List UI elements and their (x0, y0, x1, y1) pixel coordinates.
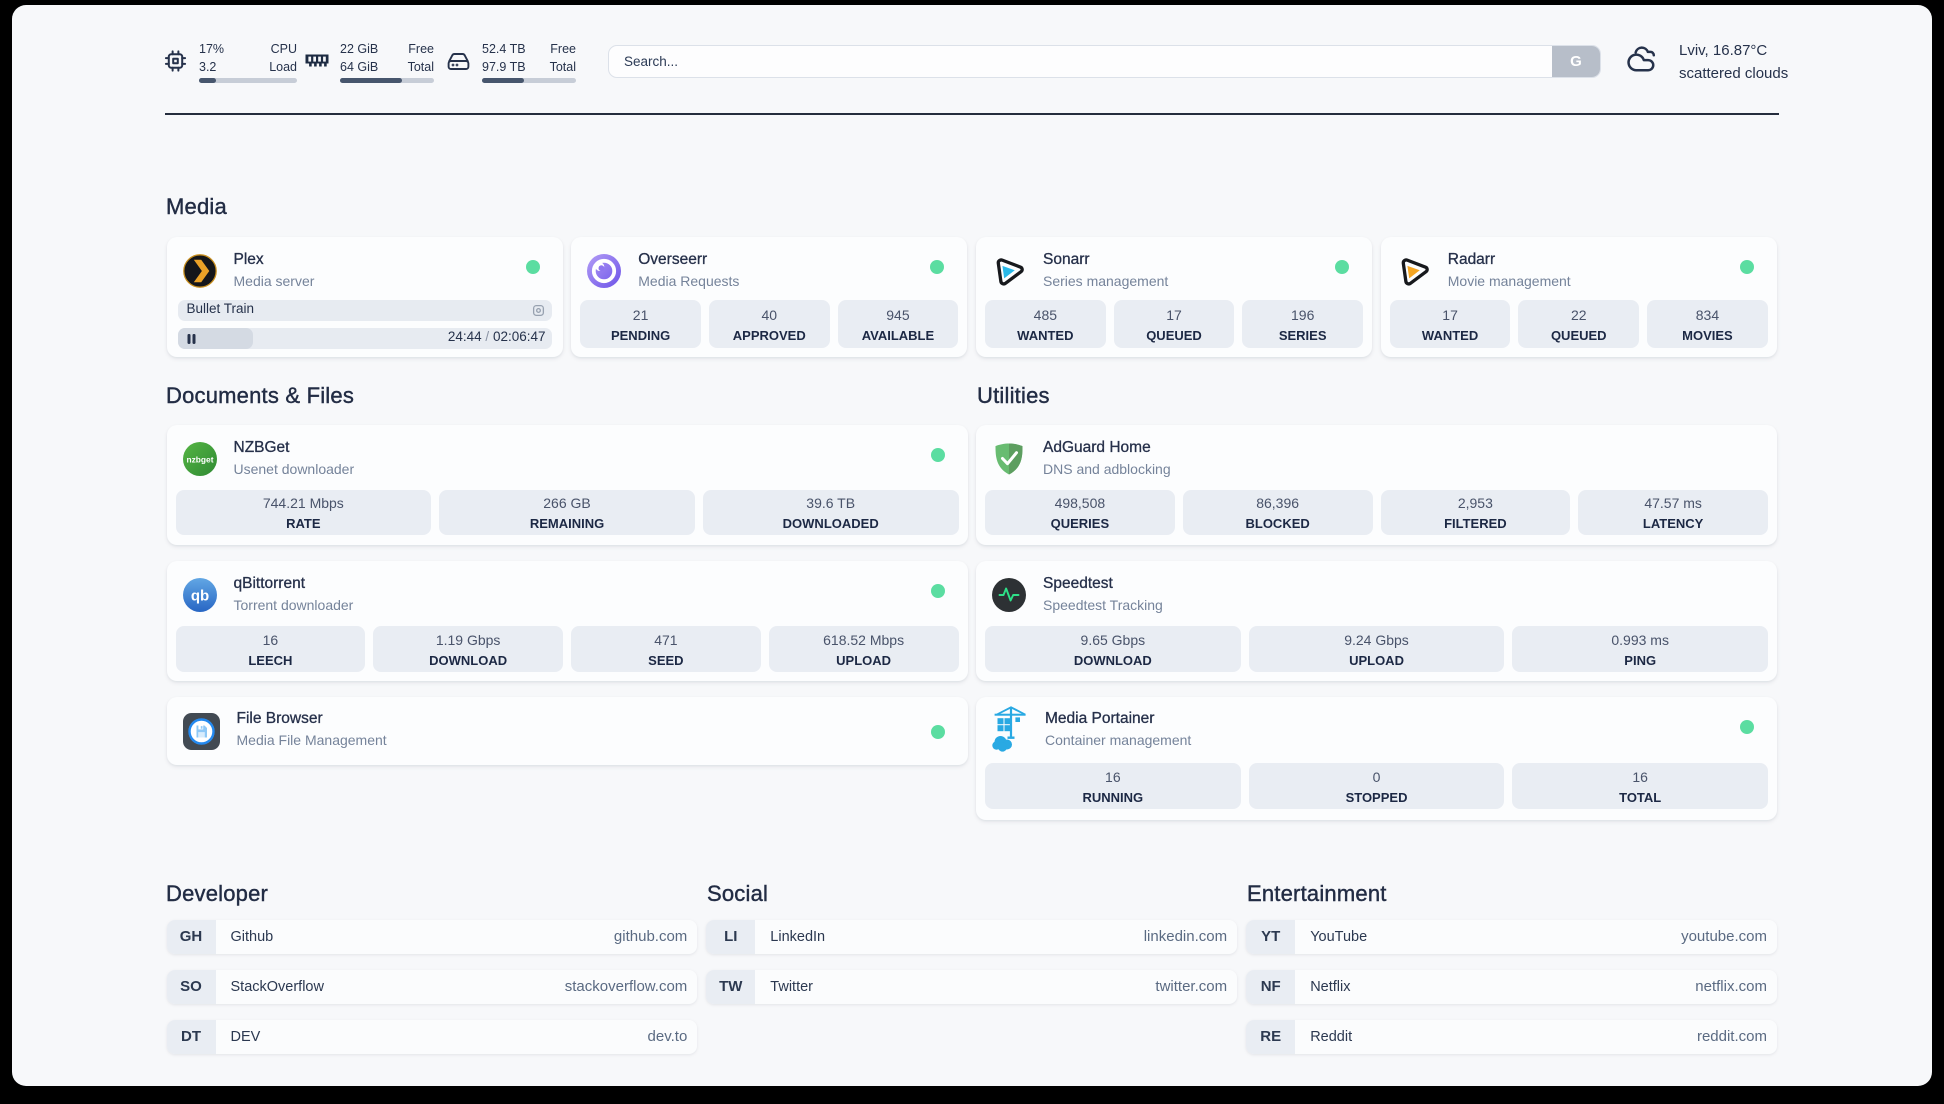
svg-text:nzbget: nzbget (186, 454, 213, 464)
svg-text:qb: qb (190, 587, 208, 604)
